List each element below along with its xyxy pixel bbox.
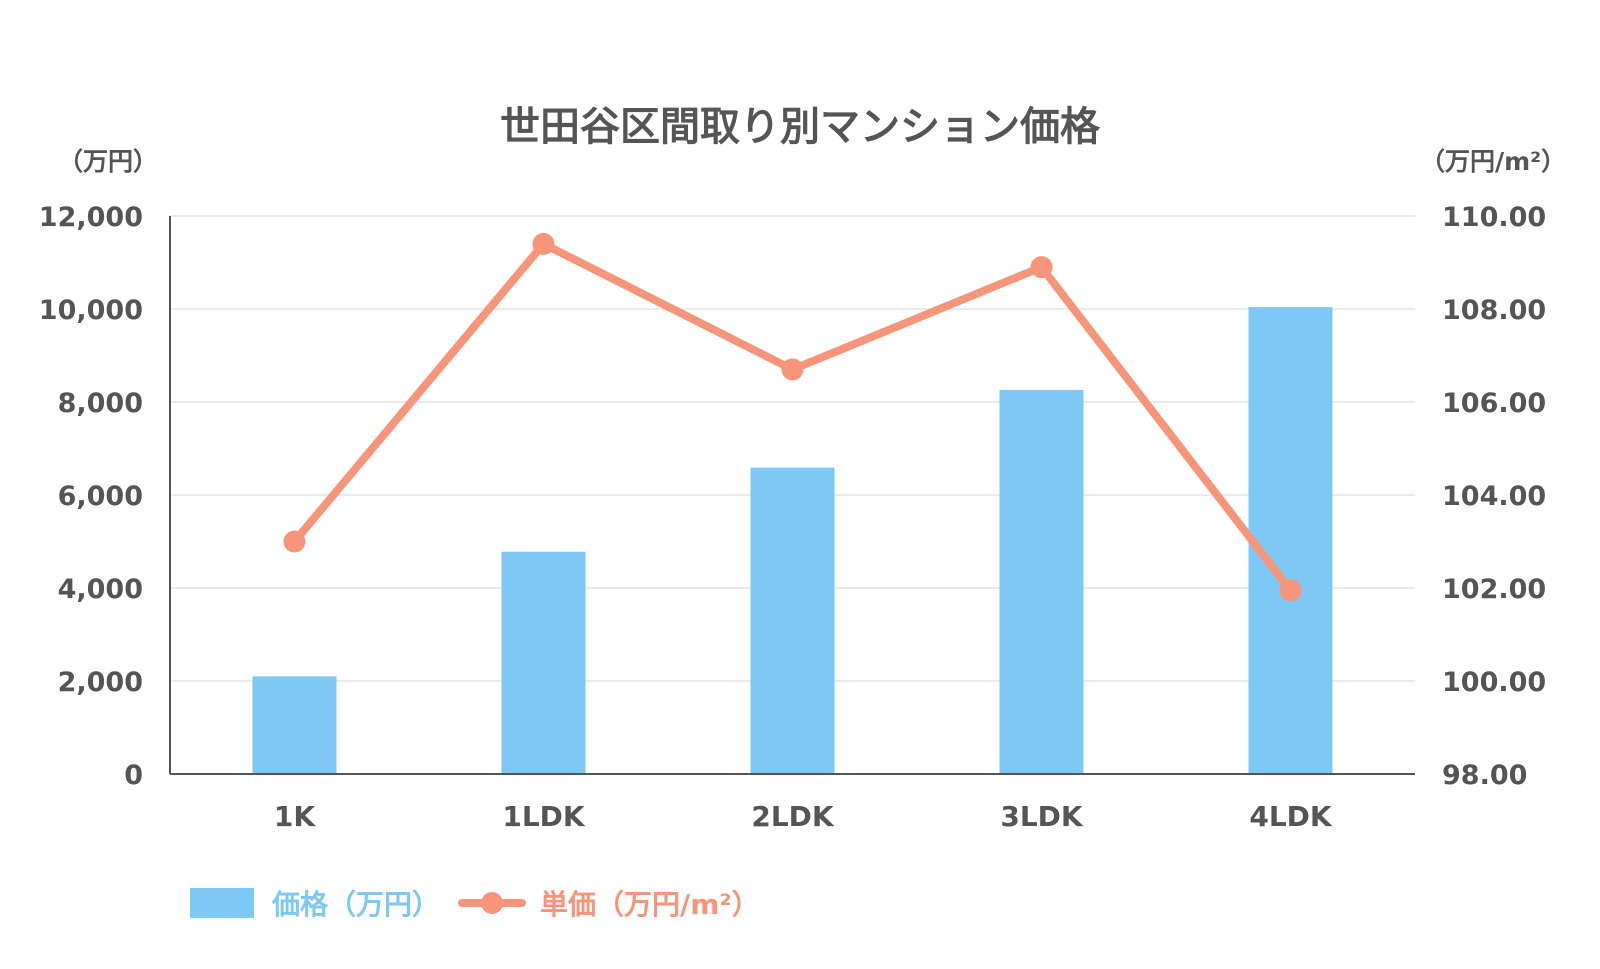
right-tick-label: 106.00 bbox=[1442, 388, 1546, 419]
right-tick-label: 100.00 bbox=[1442, 667, 1546, 698]
chart-title: 世田谷区間取り別マンション価格 bbox=[500, 104, 1101, 150]
left-axis-unit-label: （万円） bbox=[58, 147, 158, 176]
legend-swatch-bar bbox=[190, 888, 254, 918]
right-axis-ticks: 98.00 100.00 102.00 104.00 106.00 108.00 110.0… bbox=[1442, 202, 1546, 791]
right-tick-label: 110.00 bbox=[1442, 202, 1546, 233]
category-label: 4LDK bbox=[1249, 800, 1333, 833]
legend-label-line: 単価（万円/m²） bbox=[540, 888, 760, 921]
line-series bbox=[283, 232, 1302, 602]
legend-label-bar: 価格（万円） bbox=[271, 888, 440, 921]
right-tick-label: 108.00 bbox=[1442, 295, 1546, 326]
right-tick-label: 104.00 bbox=[1442, 481, 1546, 512]
category-label: 3LDK bbox=[1000, 800, 1084, 833]
left-tick-label: 6,000 bbox=[58, 481, 143, 512]
point-1k bbox=[283, 530, 306, 553]
right-tick-label: 102.00 bbox=[1442, 574, 1546, 605]
point-2ldk bbox=[781, 358, 804, 381]
left-tick-label: 12,000 bbox=[39, 202, 143, 233]
category-label: 1K bbox=[274, 800, 316, 833]
left-tick-label: 10,000 bbox=[39, 295, 143, 326]
left-tick-label: 8,000 bbox=[58, 388, 143, 419]
left-tick-label: 0 bbox=[124, 760, 143, 791]
left-tick-label: 2,000 bbox=[58, 667, 143, 698]
axes bbox=[169, 216, 1415, 775]
point-3ldk bbox=[1030, 256, 1053, 279]
bar-3ldk bbox=[999, 389, 1084, 774]
category-label: 2LDK bbox=[751, 800, 835, 833]
legend-swatch-marker bbox=[481, 892, 503, 914]
point-4ldk bbox=[1279, 579, 1302, 602]
category-labels: 1K 1LDK 2LDK 3LDK 4LDK bbox=[274, 800, 1333, 833]
left-axis-ticks: 0 2,000 4,000 6,000 8,000 10,000 12,000 bbox=[39, 202, 143, 791]
left-tick-label: 4,000 bbox=[58, 574, 143, 605]
point-1ldk bbox=[532, 232, 555, 255]
legend: 価格（万円） 単価（万円/m²） bbox=[190, 888, 760, 921]
bar-4ldk bbox=[1248, 307, 1333, 774]
bar-1k bbox=[252, 676, 337, 774]
bar-2ldk bbox=[750, 467, 835, 774]
bar-series bbox=[252, 307, 1333, 774]
category-label: 1LDK bbox=[502, 800, 586, 833]
right-tick-label: 98.00 bbox=[1442, 760, 1527, 791]
bar-1ldk bbox=[501, 551, 586, 774]
right-axis-unit-label: （万円/m²） bbox=[1420, 147, 1566, 176]
